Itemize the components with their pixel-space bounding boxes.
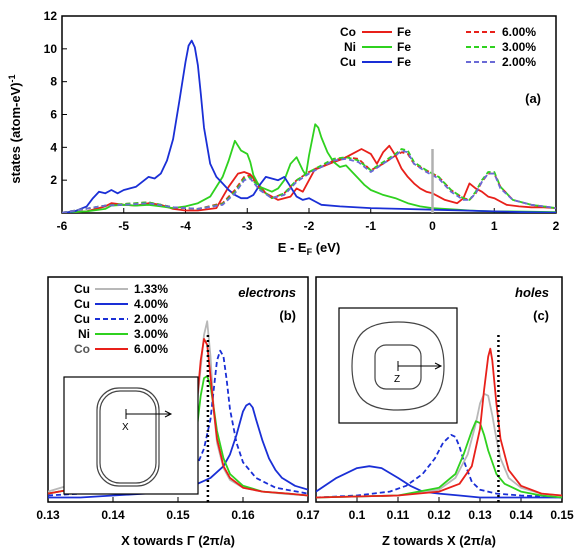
inset-c-fermi-sheet-outer (351, 321, 445, 411)
x-tick-label-b-0-14: 0.14 (101, 508, 125, 522)
panel-b-xlabel: X towards Γ (2π/a) (121, 533, 235, 548)
y-tick-label-a-8: 8 (50, 75, 57, 89)
panel-b: 0.13 0.14 0.15 0.16 0.17 electrons (b) Cu 1.3… (36, 276, 320, 548)
x-tick-label-a-1: 1 (491, 219, 498, 233)
x-tick-label-a-1: -1 (365, 219, 376, 233)
legend-b-conc-0: 1.33% (134, 282, 168, 296)
inset-c-fermi-sheet-inner (374, 344, 422, 390)
legend-b-conc-3: 3.00% (134, 327, 168, 341)
inset-b-fermi-sheet-outer (96, 387, 160, 487)
series-line-c-ni-3-00 (316, 420, 562, 499)
x-tick-label-c-0-1: 0.1 (349, 508, 366, 522)
legend-b-host-0: Cu (74, 282, 90, 296)
panel-a-legend: Co Fe 6.00% Ni Fe 3.00% Cu Fe 2.00% (340, 25, 536, 69)
panel-c-ticks: 0.1 0.11 0.12 0.13 0.14 0.15 (349, 497, 574, 522)
panel-c-annotation: holes (515, 285, 549, 300)
series-line-a-3-00-dashed (62, 148, 556, 213)
series-line-a-ni (62, 123, 556, 213)
series-line-c-cu-2-00-dashed (316, 433, 562, 499)
series-line-c-cu-1-33 (316, 392, 562, 499)
legend-a-conc-6-00: 6.00% (502, 25, 536, 39)
x-tick-label-a-0: 0 (429, 219, 436, 233)
legend-b-conc-2: 2.00% (134, 312, 168, 326)
legend-a-solute-ni: Fe (397, 40, 411, 54)
legend-b-host-2: Cu (74, 312, 90, 326)
legend-b-conc-1: 4.00% (134, 297, 168, 311)
legend-a-host-ni: Ni (344, 40, 356, 54)
panel-c-inset: Z (338, 307, 458, 424)
inset-b-arrowhead (164, 410, 173, 418)
panel-b-annotation: electrons (238, 285, 296, 300)
legend-a-solute-cu: Fe (397, 55, 411, 69)
panel-b-label: (b) (279, 308, 296, 323)
inset-b-fermi-sheet-inner (99, 390, 157, 484)
panel-a-xlabel: E - EF (eV) (278, 240, 341, 257)
y-tick-label-a-4: 4 (50, 140, 57, 154)
panel-c-xlabel: Z towards X (2π/a) (382, 533, 496, 548)
inset-c-arrowhead (434, 362, 443, 370)
x-tick-label-a-2: 2 (553, 219, 560, 233)
legend-b-conc-4: 6.00% (134, 342, 168, 356)
x-tick-label-c-0-15: 0.15 (550, 508, 574, 522)
legend-b-host-4: Co (74, 342, 90, 356)
x-tick-label-a-3: -3 (242, 219, 253, 233)
panel-b-legend: Cu 1.33% Cu 4.00% Cu 2.00% Ni 3.00% Co 6.00% (74, 282, 168, 356)
panel-c-lines (316, 347, 562, 499)
legend-a-solute-co: Fe (397, 25, 411, 39)
y-tick-label-a-12: 12 (44, 9, 58, 23)
panel-c-label: (c) (533, 308, 549, 323)
y-tick-label-a-10: 10 (44, 42, 58, 56)
x-tick-label-c-0-11: 0.11 (387, 508, 410, 522)
panel-a-ylabel: states (atom-eV)-1 (7, 74, 23, 183)
x-tick-label-c-0-12: 0.12 (427, 508, 451, 522)
y-tick-label-a-6: 6 (50, 108, 57, 122)
inset-b-frame (63, 376, 199, 495)
series-line-a-2-00-dashed (62, 149, 556, 213)
y-tick-label-a-2: 2 (50, 173, 57, 187)
panel-b-inset: X (63, 376, 199, 495)
x-tick-label-c-0-13: 0.13 (468, 508, 492, 522)
panel-c: 0.1 0.11 0.12 0.13 0.14 0.15 holes (c) Z Z to… (315, 276, 574, 548)
series-line-c-cu-4-00 (316, 465, 562, 499)
x-tick-label-a-4: -4 (180, 219, 191, 233)
series-line-a-cu (62, 39, 556, 213)
series-line-a-co (62, 144, 556, 213)
x-tick-label-a-5: -5 (118, 219, 129, 233)
x-tick-label-b-0-13: 0.13 (36, 508, 60, 522)
legend-a-conc-3-00: 3.00% (502, 40, 536, 54)
legend-a-host-co: Co (340, 25, 356, 39)
legend-a-host-cu: Cu (340, 55, 356, 69)
x-tick-label-a-2: -2 (304, 219, 315, 233)
series-line-c-co-6-00 (316, 347, 562, 499)
legend-a-conc-2-00: 2.00% (502, 55, 536, 69)
panel-b-ticks: 0.13 0.14 0.15 0.16 0.17 (36, 497, 320, 522)
inset-b-point-label: X (122, 422, 129, 433)
x-tick-label-c-0-14: 0.14 (509, 508, 533, 522)
x-tick-label-a-6: -6 (57, 219, 68, 233)
legend-b-host-1: Cu (74, 297, 90, 311)
panel-a-lines (62, 39, 556, 213)
inset-c-point-label: Z (394, 374, 400, 385)
legend-b-host-3: Ni (78, 327, 90, 341)
panel-a-label: (a) (525, 91, 541, 106)
x-tick-label-b-0-15: 0.15 (166, 508, 190, 522)
x-tick-label-b-0-17: 0.17 (296, 508, 320, 522)
x-tick-label-b-0-16: 0.16 (231, 508, 255, 522)
